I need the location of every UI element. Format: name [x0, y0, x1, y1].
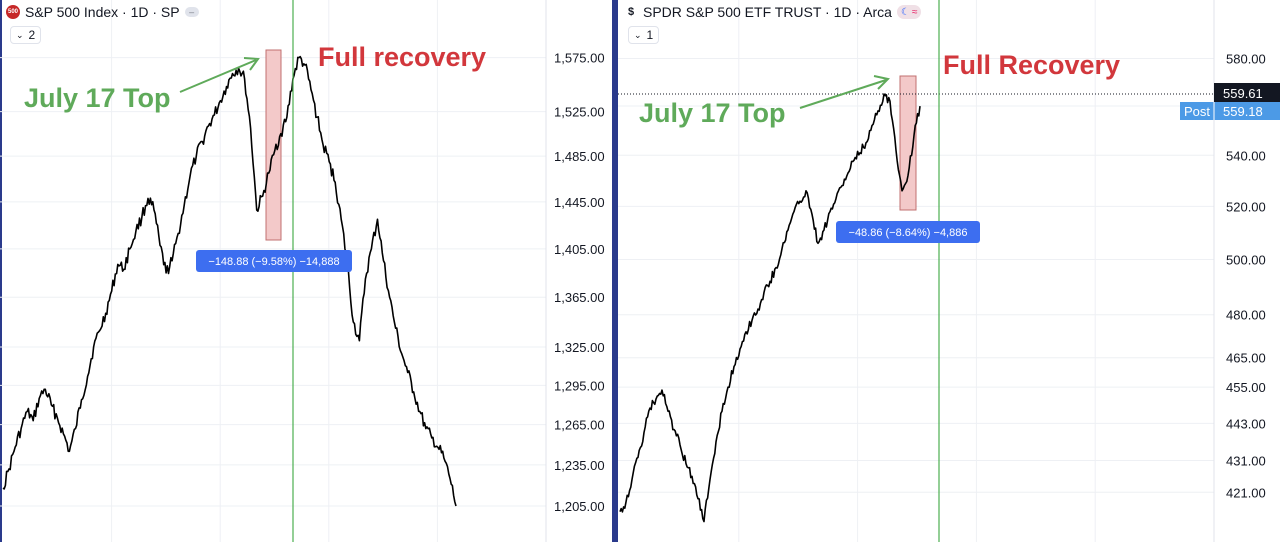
left-chart-pane[interactable]: 1,575.00 1,525.00 1,485.00 1,445.00 1,405.00… [0, 0, 612, 542]
post-badge-label: Post [1184, 104, 1210, 119]
right-grid [618, 0, 1214, 542]
y-tick-label: 1,405.00 [554, 242, 605, 257]
left-grid [0, 0, 546, 542]
y-tick-label: 580.00 [1226, 52, 1266, 67]
spx-symbol-icon: 500 [6, 5, 20, 19]
y-tick-label: 443.00 [1226, 416, 1266, 431]
left-highlight-box [265, 49, 282, 241]
pane-divider[interactable] [612, 0, 618, 542]
right-chart-title: SPDR S&P 500 ETF TRUST · 1D · Arca [643, 4, 892, 20]
y-tick-label: 431.00 [1226, 454, 1266, 469]
right-annotation-top: July 17 Top [639, 98, 786, 128]
y-tick-label: 1,485.00 [554, 149, 605, 164]
y-tick-label: 1,205.00 [554, 499, 605, 514]
left-annotation-top: July 17 Top [24, 83, 171, 113]
right-highlight-box [899, 75, 917, 211]
right-chart-pane[interactable]: 580.00560.00540.00520.00500.00480.00465.… [618, 0, 1280, 542]
left-arrow-line [179, 59, 257, 93]
left-more-icon[interactable]: – [184, 7, 199, 17]
y-tick-label: 540.00 [1226, 148, 1266, 163]
right-legend-toggle[interactable]: ⌄ 1 [628, 26, 660, 44]
post-price-box [1180, 102, 1280, 120]
dollar-icon: $ [627, 6, 635, 18]
left-legend-toggle[interactable]: ⌄ 2 [10, 26, 42, 44]
left-chart-title: S&P 500 Index · 1D · SP [25, 4, 180, 20]
y-tick-label: 480.00 [1226, 308, 1266, 323]
current-price-box [1214, 83, 1280, 103]
right-annotation-recovery: Full Recovery [943, 50, 1120, 80]
y-tick-label: 1,325.00 [554, 340, 605, 355]
left-price-axis[interactable]: 1,575.00 1,525.00 1,485.00 1,445.00 1,405.00… [545, 0, 605, 542]
left-measure-label: −148.88 (−9.58%) −14,888 [208, 256, 339, 268]
right-measure-label: −48.86 (−8.64%) −4,886 [849, 227, 968, 239]
post-price-label: 559.18 [1223, 104, 1263, 119]
right-chart-header: $ SPDR S&P 500 ETF TRUST · 1D · Arca ☾ ≈ [624, 4, 922, 20]
current-price-label: 559.61 [1223, 86, 1263, 101]
left-measure-bg [196, 250, 352, 272]
spy-chart-svg[interactable]: 580.00560.00540.00520.00500.00480.00465.… [618, 0, 1280, 542]
y-tick-label: 465.00 [1226, 351, 1266, 366]
price-series-path [619, 93, 921, 523]
chevron-down-icon: ⌄ [16, 29, 24, 40]
right-arrow-head [873, 75, 891, 90]
right-status-pill[interactable]: ☾ ≈ [896, 5, 922, 19]
right-price-line [619, 93, 921, 523]
left-price-line [2, 55, 457, 507]
right-indicator-count: 1 [646, 28, 654, 42]
y-tick-label: 500.00 [1226, 252, 1266, 267]
y-tick-label: 1,365.00 [554, 290, 605, 305]
moon-icon: ☾ [900, 6, 910, 18]
y-tick-label: 1,265.00 [554, 418, 605, 433]
left-chart-header: 500 S&P 500 Index · 1D · SP – [6, 4, 199, 20]
y-tick-label: 520.00 [1226, 199, 1266, 214]
spx-chart-svg[interactable]: 1,575.00 1,525.00 1,485.00 1,445.00 1,405.00… [0, 0, 612, 542]
y-tick-label: 455.00 [1226, 380, 1266, 395]
y-tick-label: 1,525.00 [554, 105, 605, 120]
y-tick-label: 1,575.00 [554, 51, 605, 66]
right-measure-bg [836, 221, 980, 243]
wave-icon: ≈ [911, 6, 918, 18]
right-price-axis[interactable]: 580.00560.00540.00520.00500.00480.00465.… [1213, 0, 1266, 542]
price-series-path [2, 55, 457, 507]
chevron-down-icon: ⌄ [634, 29, 642, 40]
pane-left-edge [0, 0, 2, 542]
y-tick-label: 1,295.00 [554, 378, 605, 393]
left-arrow-head [243, 57, 260, 71]
y-tick-label: 421.00 [1226, 485, 1266, 500]
y-tick-label: 1,235.00 [554, 458, 605, 473]
left-annotation-recovery: Full recovery [318, 42, 486, 72]
left-indicator-count: 2 [28, 28, 36, 42]
y-tick-label: 1,445.00 [554, 195, 605, 210]
right-arrow-line [799, 79, 887, 109]
